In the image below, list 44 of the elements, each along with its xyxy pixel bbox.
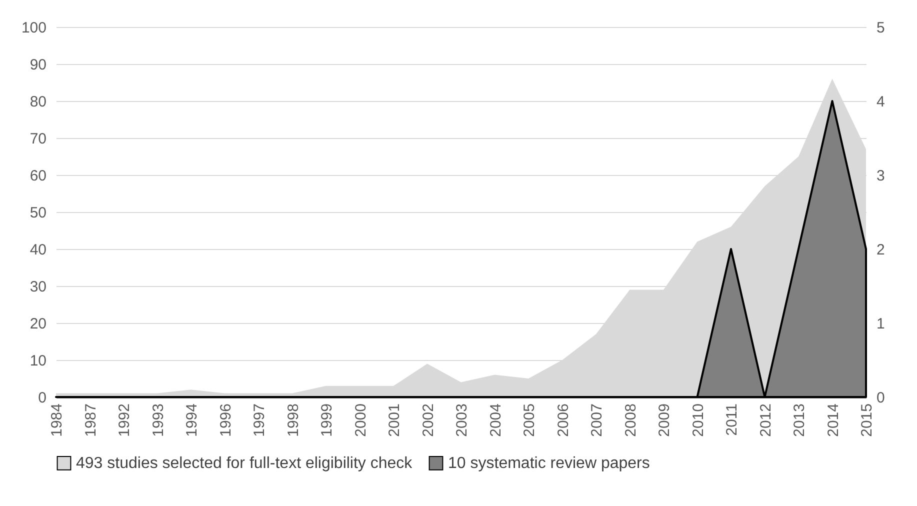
x-tick-label: 2010 bbox=[690, 404, 707, 437]
y2-tick-label: 5 bbox=[876, 20, 885, 36]
y-tick-label: 50 bbox=[30, 204, 46, 222]
y2-tick-label: 0 bbox=[876, 390, 885, 406]
y-tick-label: 10 bbox=[30, 352, 46, 370]
x-tick-label: 2001 bbox=[386, 404, 403, 437]
y-tick-label: 80 bbox=[30, 94, 46, 110]
y2-tick-label: 2 bbox=[876, 242, 885, 258]
y-tick-label: 0 bbox=[38, 390, 46, 406]
x-tick-label: 1996 bbox=[217, 404, 234, 437]
y2-tick-label: 1 bbox=[876, 316, 885, 332]
y-tick-label: 70 bbox=[30, 130, 46, 148]
y-tick-label: 100 bbox=[21, 20, 46, 36]
x-tick-label: 2015 bbox=[858, 404, 876, 437]
x-tick-label: 2009 bbox=[656, 404, 673, 437]
y2-tick-label: 4 bbox=[876, 94, 885, 110]
y-tick-label: 60 bbox=[30, 168, 46, 184]
x-tick-label: 1994 bbox=[184, 404, 200, 437]
x-tick-label: 2000 bbox=[352, 404, 370, 437]
x-tick-label: 2011 bbox=[724, 404, 740, 436]
x-tick-label: 2012 bbox=[757, 404, 774, 437]
x-tick-label: 1998 bbox=[284, 404, 302, 437]
x-tick-label: 1992 bbox=[116, 404, 133, 437]
x-tick-label: 2005 bbox=[521, 404, 538, 437]
y-tick-label: 30 bbox=[30, 278, 46, 296]
x-tick-label: 2013 bbox=[791, 404, 808, 437]
x-tick-label: 2003 bbox=[454, 404, 470, 437]
x-tick-label: 1984 bbox=[48, 404, 66, 437]
x-tick-label: 2006 bbox=[554, 404, 572, 437]
y2-tick-label: 3 bbox=[876, 168, 885, 184]
x-tick-label: 1999 bbox=[318, 404, 336, 437]
legend-label: 10 systematic review papers bbox=[448, 455, 650, 472]
x-tick-label: 2007 bbox=[588, 404, 606, 437]
x-tick-label: 1987 bbox=[82, 404, 100, 437]
x-tick-label: 2004 bbox=[487, 404, 504, 437]
y-tick-label: 40 bbox=[30, 242, 46, 258]
y-tick-label: 20 bbox=[30, 316, 46, 332]
x-tick-label: 2002 bbox=[420, 404, 437, 437]
x-tick-label: 2008 bbox=[622, 404, 640, 437]
x-tick-label: 1997 bbox=[251, 404, 268, 437]
x-tick-label: 1993 bbox=[150, 404, 167, 437]
y-tick-label: 90 bbox=[30, 56, 46, 74]
x-tick-label: 2014 bbox=[824, 404, 842, 437]
legend-label: 493 studies selected for full-text eligibility check bbox=[76, 455, 414, 472]
